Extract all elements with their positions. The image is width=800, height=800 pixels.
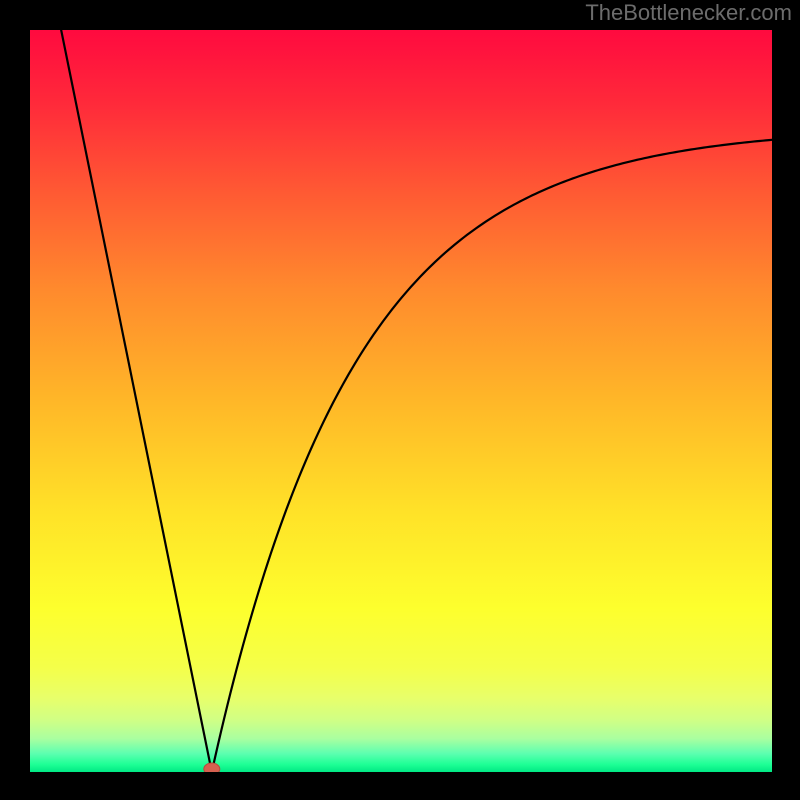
chart-stage: TheBottlenecker.com: [0, 0, 800, 800]
bottleneck-chart: [30, 30, 772, 772]
gradient-background: [30, 30, 772, 772]
plot-area: [30, 30, 772, 772]
watermark-text: TheBottlenecker.com: [585, 0, 792, 26]
optimal-point-marker: [204, 763, 220, 772]
